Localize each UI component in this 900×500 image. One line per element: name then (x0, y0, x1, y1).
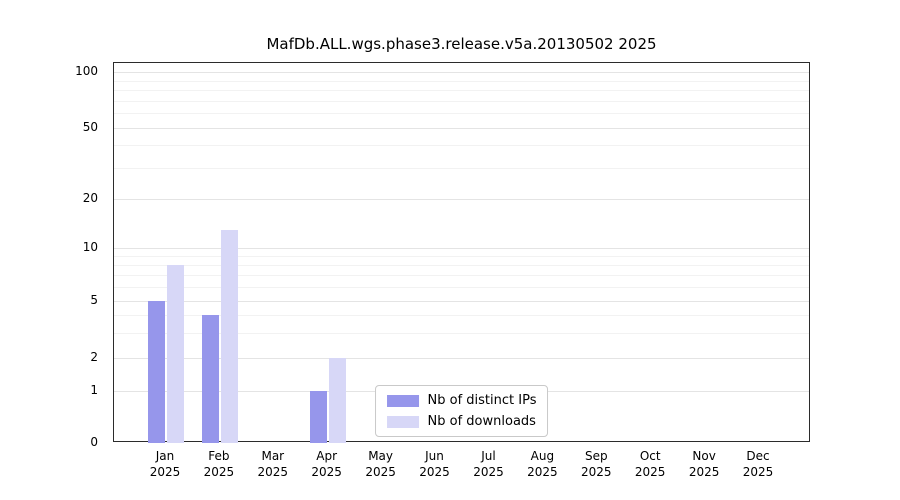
gridline-minor (114, 113, 809, 115)
gridline-major (114, 358, 809, 359)
x-tick-label: Jan 2025 (149, 449, 181, 479)
gridline-minor (114, 100, 809, 102)
legend: Nb of distinct IPs Nb of downloads (374, 385, 549, 437)
gridline-major (114, 248, 809, 249)
bar (201, 314, 219, 443)
x-tick-label: Apr 2025 (311, 449, 342, 479)
bar (220, 229, 238, 443)
gridline-minor (114, 256, 809, 258)
y-tick-label: 20 (82, 191, 98, 205)
x-tick-label: Jun 2025 (419, 449, 450, 479)
legend-item-distinct-ips: Nb of distinct IPs (386, 393, 537, 408)
x-tick-label: Sep 2025 (581, 449, 612, 479)
x-tick-label: May 2025 (365, 449, 396, 479)
legend-swatch-distinct-ips (386, 394, 419, 407)
legend-item-downloads: Nb of downloads (386, 414, 537, 429)
y-tick-label: 1 (90, 383, 98, 397)
gridline-minor (114, 287, 809, 289)
legend-swatch-downloads (386, 415, 419, 428)
x-tick-label: Feb 2025 (203, 449, 235, 479)
gridline-major (114, 199, 809, 200)
gridline-minor (114, 265, 809, 267)
gridline-major (114, 128, 809, 129)
bar (148, 301, 165, 443)
y-tick-label: 2 (90, 350, 98, 364)
gridline-major (114, 301, 809, 302)
x-tick-label: Oct 2025 (634, 449, 666, 479)
bar (309, 391, 327, 443)
bar (328, 358, 346, 443)
y-tick-label: 100 (75, 64, 98, 78)
legend-label-downloads: Nb of downloads (427, 414, 536, 429)
gridline-minor (114, 80, 809, 82)
x-tick-label: Mar 2025 (257, 449, 289, 479)
gridline-minor (114, 90, 809, 91)
legend-label-distinct-ips: Nb of distinct IPs (427, 393, 537, 408)
plot-area: Nb of distinct IPs Nb of downloads (113, 62, 810, 443)
x-tick-label: Nov 2025 (688, 449, 720, 479)
gridline-minor (114, 275, 809, 277)
gridline-minor (114, 145, 809, 147)
x-tick-label: Aug 2025 (527, 449, 558, 479)
y-tick-label: 5 (90, 293, 98, 307)
y-tick-label: 10 (82, 240, 98, 254)
gridline-minor (114, 314, 809, 316)
y-tick-label: 0 (90, 435, 98, 449)
x-tick-label: Dec 2025 (742, 449, 774, 479)
y-tick-label: 50 (82, 120, 98, 134)
x-tick-label: Jul 2025 (473, 449, 504, 479)
chart-title: MafDb.ALL.wgs.phase3.release.v5a.2013050… (266, 35, 657, 53)
gridline-major (114, 72, 809, 73)
gridline-minor (114, 332, 809, 334)
bar (167, 265, 184, 443)
gridline-minor (114, 167, 809, 169)
